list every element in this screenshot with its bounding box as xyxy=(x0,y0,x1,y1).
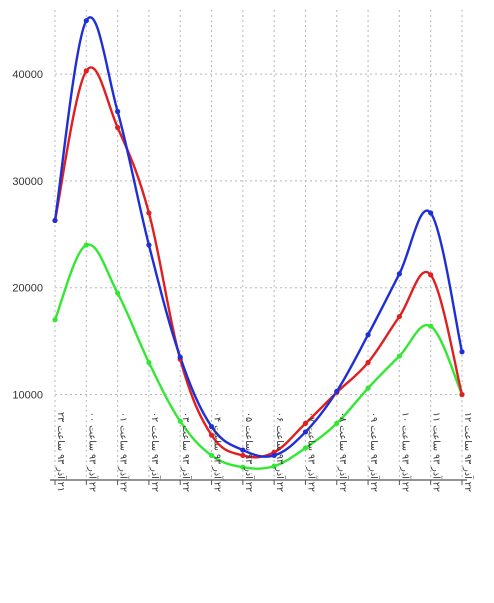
data-point xyxy=(365,385,371,391)
data-point xyxy=(146,210,152,216)
x-tick-label: ۲۲ آذر ۹۳ ساعت ۰۸ xyxy=(337,412,350,492)
gridlines xyxy=(54,10,463,480)
data-point xyxy=(428,272,434,278)
data-point xyxy=(365,359,371,366)
x-tick-label: ۲۲ آذر ۹۳ ساعت ۱۱ xyxy=(431,412,444,492)
x-tick-label: ۲۲ آذر ۹۳ ساعت ۰۵ xyxy=(243,412,256,492)
y-tick-label: 10000 xyxy=(12,390,43,402)
data-point xyxy=(208,432,215,438)
x-tick-label: ۲۲ آذر ۹۳ ساعت ۱۰ xyxy=(399,412,412,492)
data-point xyxy=(240,447,246,453)
series-lines xyxy=(53,16,464,470)
x-tick-labels: ۲۱ آذر ۹۳ ساعت ۲۳ ۲۲ آذر ۹۳ ساعت ۰۰ ۲۲ آذر… xyxy=(55,412,475,492)
y-tick-label: 20000 xyxy=(12,283,43,295)
data-point xyxy=(177,354,183,360)
x-tick-label: ۲۱ آذر ۹۳ ساعت ۲۳ xyxy=(55,412,68,492)
x-tick-label: ۲۲ آذر ۹۳ ساعت ۰۱ xyxy=(118,412,131,492)
data-point xyxy=(459,391,465,398)
data-point xyxy=(177,418,183,424)
data-point xyxy=(52,317,58,323)
data-point xyxy=(115,124,121,131)
data-point xyxy=(146,359,152,366)
data-point xyxy=(208,423,215,430)
data-point xyxy=(334,420,340,426)
data-point xyxy=(428,210,434,216)
x-tick-label: ۲۲ آذر ۹۳ ساعت ۰۹ xyxy=(368,412,381,492)
x-tick-label: ۲۲ آذر ۹۳ ساعت ۰۳ xyxy=(180,412,193,492)
data-point xyxy=(396,271,402,277)
y-tick-label: 40000 xyxy=(12,69,43,81)
data-point xyxy=(396,353,402,359)
x-tick-label: ۲۲ آذر ۹۳ ساعت ۰۶ xyxy=(274,412,287,492)
data-point xyxy=(271,463,277,469)
data-point xyxy=(302,445,309,451)
x-tick-label: ۲۲ آذر ۹۳ ساعت ۰۰ xyxy=(86,412,99,492)
data-point xyxy=(240,464,246,470)
axes xyxy=(50,479,467,485)
x-tick-label: ۲۲ آذر ۹۳ ساعت ۰۲ xyxy=(149,412,162,492)
x-tick-label: ۲۲ آذر ۹۳ ساعت ۱۲ xyxy=(462,412,475,492)
data-point xyxy=(271,452,277,459)
data-point xyxy=(240,452,246,459)
x-tick-label: ۲۲ آذر ۹۳ ساعت ۰۷ xyxy=(305,412,318,492)
data-point xyxy=(146,242,152,248)
data-point xyxy=(459,349,465,355)
data-point xyxy=(83,242,89,248)
data-points xyxy=(52,18,465,470)
data-point xyxy=(302,420,309,426)
series-line xyxy=(53,16,464,458)
y-tick-labels: 10000 20000 30000 40000 xyxy=(12,69,43,401)
data-point xyxy=(334,388,340,394)
data-point xyxy=(208,452,215,459)
data-point xyxy=(115,108,121,115)
data-point xyxy=(396,313,402,320)
data-point xyxy=(428,323,434,329)
data-point xyxy=(83,18,89,24)
y-tick-label: 30000 xyxy=(12,176,43,188)
data-point xyxy=(115,290,121,296)
data-point xyxy=(365,332,371,338)
data-point xyxy=(83,68,89,74)
data-point xyxy=(302,429,309,435)
x-tick-label: ۲۲ آذر ۹۳ ساعت ۰۴ xyxy=(212,412,225,492)
data-point xyxy=(52,217,58,224)
